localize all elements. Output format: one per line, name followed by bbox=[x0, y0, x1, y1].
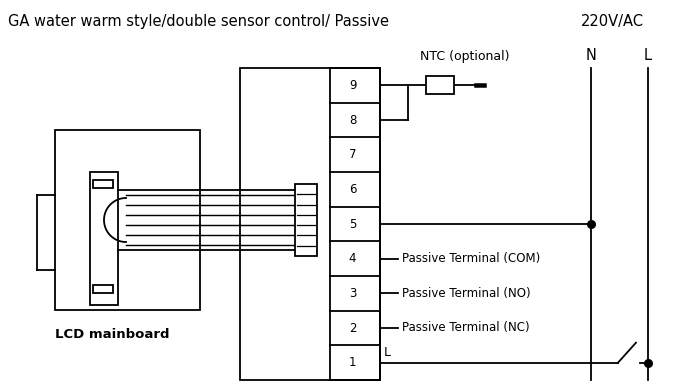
Text: GA water warm style/double sensor control/ Passive: GA water warm style/double sensor contro… bbox=[8, 14, 389, 29]
Text: 1: 1 bbox=[349, 356, 356, 369]
Bar bbox=[426, 76, 454, 94]
Text: L: L bbox=[644, 48, 652, 62]
Text: Passive Terminal (COM): Passive Terminal (COM) bbox=[402, 252, 540, 265]
Bar bbox=[330, 68, 380, 380]
Bar bbox=[90, 172, 118, 305]
Text: 7: 7 bbox=[349, 148, 356, 161]
Text: 220V/AC: 220V/AC bbox=[581, 14, 644, 29]
Text: Passive Terminal (NO): Passive Terminal (NO) bbox=[402, 287, 531, 300]
Text: 3: 3 bbox=[349, 287, 356, 300]
Text: LCD mainboard: LCD mainboard bbox=[55, 328, 170, 341]
Text: 2: 2 bbox=[349, 321, 356, 335]
Text: NTC (optional): NTC (optional) bbox=[420, 50, 510, 63]
Bar bbox=[93, 180, 113, 188]
Text: Passive Terminal (NC): Passive Terminal (NC) bbox=[402, 321, 529, 335]
Text: 8: 8 bbox=[349, 113, 356, 126]
Text: 9: 9 bbox=[349, 79, 356, 92]
Text: L: L bbox=[384, 346, 391, 359]
Text: 6: 6 bbox=[349, 183, 356, 196]
Bar bbox=[93, 285, 113, 293]
Bar bbox=[240, 68, 380, 380]
Bar bbox=[55, 130, 200, 310]
Text: N: N bbox=[586, 48, 596, 62]
Text: 5: 5 bbox=[349, 218, 356, 230]
Bar bbox=[295, 184, 317, 256]
Text: 4: 4 bbox=[349, 252, 356, 265]
